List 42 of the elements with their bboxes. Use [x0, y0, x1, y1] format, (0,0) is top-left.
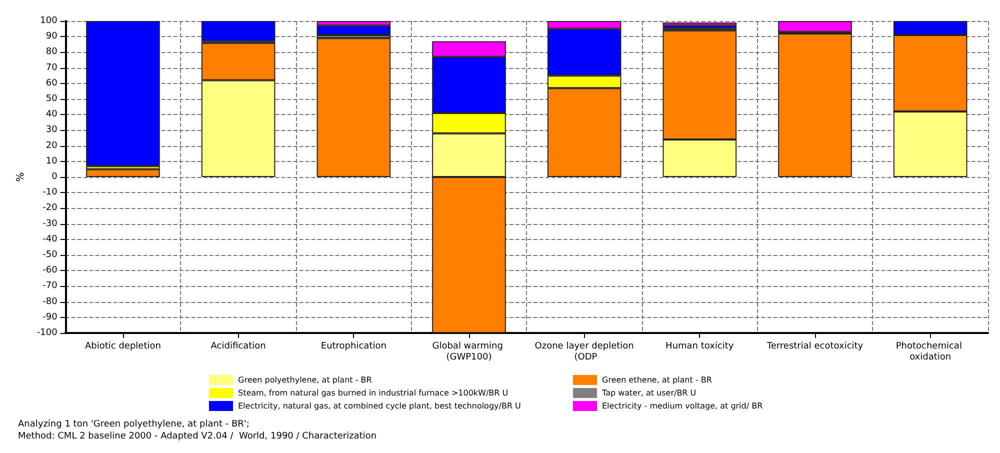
legend-label: Electricity - medium voltage, at grid/ BR [602, 402, 764, 410]
y-tick-label: -10 [42, 188, 58, 198]
y-axis-title: % [16, 172, 26, 182]
y-tick-label: -20 [42, 203, 58, 214]
x-tick-label: Abiotic depletion [85, 342, 161, 352]
y-tick-label: -80 [42, 296, 58, 307]
y-tick-label: -70 [42, 281, 58, 292]
y-tick-label: 60 [46, 78, 58, 88]
text: Method: CML 2 baseline 2000 - Adapted V2.04 / World, 1990 / Characterization [18, 432, 377, 442]
y-tick-label: 50 [46, 94, 58, 104]
x-tick-label: Human toxicity [666, 342, 734, 352]
y-tick-label: -50 [42, 250, 58, 260]
legend-label: Electricity, natural gas, at combined cycle plant, best technology/BR U [238, 402, 522, 410]
y-tick-label: 100 [40, 16, 58, 26]
legend-label: Tap water, at user/BR U [601, 388, 696, 398]
y-tick-label: -40 [42, 234, 58, 244]
bar [316, 38, 391, 177]
text: Analyzing 1 ton 'Green polyethylene, at plant - BR'; [18, 420, 250, 430]
y-tick-label: -100 [36, 328, 58, 338]
y-tick-label: 90 [46, 32, 58, 42]
x-tick-label: Global warming (GWP100) [432, 342, 506, 362]
y-tick-label: 40 [46, 110, 58, 120]
legend-label: Steam, from natural gas burned in industrial furnace >100kW/BR U [238, 388, 508, 398]
y-tick-label: 0 [52, 172, 58, 182]
x-tick-label: Acidification [210, 342, 266, 352]
x-tick-label: Photochemical oxidation [896, 342, 965, 362]
y-tick-label: 10 [46, 156, 58, 166]
bar [86, 21, 160, 166]
legend-label: Green ethene, at plant - BR [602, 376, 712, 384]
y-tick-label: 30 [46, 125, 58, 136]
x-tick-label: Terrestrial ecotoxicity [766, 342, 864, 352]
bar [86, 169, 160, 177]
x-tick-label: Eutrophication [320, 342, 386, 352]
y-tick-label: 70 [46, 62, 58, 73]
legend-label: Green polyethylene, at plant - BR [238, 376, 372, 384]
y-tick-label: -30 [42, 218, 58, 229]
y-tick-label: 20 [46, 140, 58, 151]
y-tick-label: -90 [42, 312, 58, 322]
y-tick-label: 80 [46, 47, 58, 58]
bar [662, 22, 737, 26]
y-tick-label: -60 [42, 266, 58, 276]
x-tick-label: Ozone layer depletion (ODP [534, 342, 634, 362]
